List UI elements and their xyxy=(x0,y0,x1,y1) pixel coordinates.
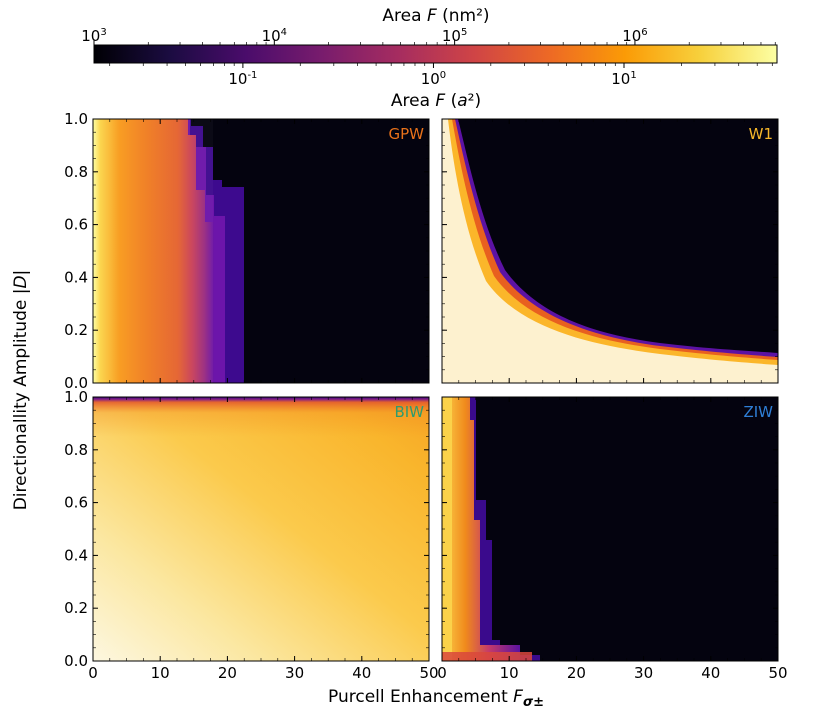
x-tick-label: 10 xyxy=(151,664,170,682)
panel-axes-gpw: 0.0 0.2 0.4 0.6 0.8 1.0 GPW xyxy=(64,110,430,392)
y-tick-label: 0.4 xyxy=(64,268,88,286)
colorbar-bar xyxy=(93,44,778,64)
panel-axes-ziw: 0 10 20 30 40 50 ZIW xyxy=(437,396,788,682)
axes-group: 0.0 0.2 0.4 0.6 0.8 1.0 GPW W1 0 10 20 30 40 50 0.0 0.2… xyxy=(64,110,787,682)
heatmap-edge-region xyxy=(93,397,429,661)
heatmap-fill-region xyxy=(442,397,520,661)
colorbar-top-tick-label: 103 xyxy=(81,27,106,45)
colorbar-top-tick-label: 105 xyxy=(442,27,467,45)
colorbar-bottom-tick-label: 100 xyxy=(421,70,446,88)
colorbar-bottom-ticks: 10-1 100 101 xyxy=(109,63,773,88)
y-tick-label: 1.0 xyxy=(64,110,88,128)
heatmap-panel-w1 xyxy=(442,119,778,383)
heatmap-bright-strip xyxy=(442,397,452,661)
y-tick-label: 0.2 xyxy=(64,599,88,617)
x-tick-label: 30 xyxy=(285,664,304,682)
x-tick-label: 20 xyxy=(218,664,237,682)
y-tick-label: 0.6 xyxy=(64,494,88,512)
panel-label-gpw: GPW xyxy=(388,125,424,143)
panel-label-ziw: ZIW xyxy=(743,403,773,421)
heatmap-fill-region xyxy=(93,119,214,383)
heatmap-panel-biw xyxy=(93,397,429,661)
x-tick-label: 40 xyxy=(701,664,720,682)
colorbar-bottom-tick-label: 101 xyxy=(611,70,636,88)
x-tick-label: 50 xyxy=(768,664,787,682)
y-tick-label: 0.0 xyxy=(64,374,88,392)
colorbar-top-title: Area F (nm²) xyxy=(382,6,489,26)
y-tick-label: 1.0 xyxy=(64,388,88,406)
colorbar-bottom-tick-label: 10-1 xyxy=(228,70,257,88)
panel-label-biw: BIW xyxy=(394,403,424,421)
x-axis-label: Purcell Enhancement Fσ± xyxy=(328,687,544,710)
x-tick-label: 50 xyxy=(419,664,438,682)
x-tick-label: 10 xyxy=(500,664,519,682)
colorbar-top-tick-label: 104 xyxy=(262,27,287,45)
x-tick-label: 20 xyxy=(567,664,586,682)
colorbar: Area F (nm²) 103 104 105 106 10-1 100 101 Are… xyxy=(81,6,778,111)
y-tick-label: 0.8 xyxy=(64,163,88,181)
x-tick-label: 40 xyxy=(352,664,371,682)
x-tick-label: 0 xyxy=(88,664,98,682)
x-tick-label: 0 xyxy=(437,664,447,682)
y-tick-label: 0.6 xyxy=(64,216,88,234)
y-axis-label: Directionallity Amplitude |D| xyxy=(11,270,31,511)
x-tick-label: 30 xyxy=(634,664,653,682)
panel-axes-biw: 0 10 20 30 40 50 0.0 0.2 0.4 0.6 0.8 1.0 BIW xyxy=(64,388,438,682)
heatmap-panel-gpw xyxy=(93,119,429,383)
y-tick-label: 0.8 xyxy=(64,441,88,459)
colorbar-bottom-title: Area F (a²) xyxy=(391,91,481,111)
y-tick-label: 0.2 xyxy=(64,321,88,339)
heatmap-fill-region xyxy=(442,119,778,383)
y-tick-label: 0.4 xyxy=(64,546,88,564)
panel-label-w1: W1 xyxy=(749,125,773,143)
panel-background xyxy=(442,397,778,661)
colorbar-top-tick-label: 106 xyxy=(622,27,647,45)
heatmap-panel-ziw xyxy=(442,397,778,661)
y-tick-label: 0.0 xyxy=(64,652,88,670)
panel-axes-w1: W1 xyxy=(441,118,779,384)
colorbar-top-ticks: 103 104 105 106 xyxy=(81,27,776,45)
